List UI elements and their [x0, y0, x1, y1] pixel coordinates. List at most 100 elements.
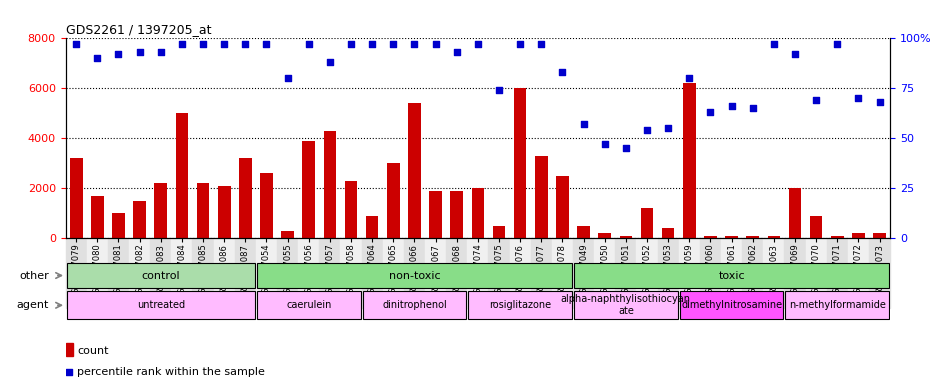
Text: agent: agent [16, 300, 49, 310]
Bar [767, 235, 780, 238]
Point [258, 41, 273, 48]
Point [110, 51, 125, 58]
Point [576, 121, 591, 127]
Point [300, 41, 315, 48]
Point [724, 103, 739, 109]
Point [280, 75, 295, 81]
Bar [467, 238, 488, 308]
Bar [129, 238, 150, 308]
FancyBboxPatch shape [468, 291, 571, 319]
FancyBboxPatch shape [784, 291, 888, 319]
Bar [509, 238, 530, 308]
Bar [192, 238, 213, 308]
Point [681, 75, 696, 81]
FancyBboxPatch shape [66, 291, 255, 319]
Bar [298, 238, 319, 308]
FancyBboxPatch shape [256, 291, 360, 319]
Bar [213, 238, 235, 308]
Bar [724, 235, 738, 238]
Text: count: count [78, 346, 109, 356]
Bar [340, 238, 361, 308]
Bar [513, 88, 526, 238]
Bar [661, 228, 674, 238]
Bar [573, 238, 593, 308]
Point [132, 49, 147, 55]
Bar [826, 238, 847, 308]
Bar [868, 238, 889, 308]
Bar [809, 216, 822, 238]
Bar [788, 188, 800, 238]
Text: caerulein: caerulein [285, 300, 331, 310]
Text: percentile rank within the sample: percentile rank within the sample [78, 367, 265, 377]
Bar [403, 238, 425, 308]
Bar [175, 113, 188, 238]
Bar [619, 235, 632, 238]
Bar [197, 183, 209, 238]
Bar [640, 208, 652, 238]
Bar [471, 188, 484, 238]
Bar [657, 238, 678, 308]
Bar [66, 343, 73, 356]
Point [660, 125, 675, 131]
Bar [593, 238, 615, 308]
Point [512, 41, 527, 48]
Text: control: control [141, 270, 180, 281]
Bar [302, 141, 314, 238]
Bar [365, 216, 378, 238]
Bar [682, 83, 695, 238]
Bar [851, 233, 864, 238]
Text: n-methylformamide: n-methylformamide [788, 300, 885, 310]
Bar [382, 238, 403, 308]
Bar [446, 238, 467, 308]
Text: other: other [19, 270, 49, 281]
Point [871, 99, 886, 105]
Bar [763, 238, 783, 308]
Bar [805, 238, 826, 308]
Bar [492, 226, 505, 238]
Text: GDS2261 / 1397205_at: GDS2261 / 1397205_at [66, 23, 211, 36]
Bar [530, 238, 551, 308]
Bar [783, 238, 805, 308]
Bar [555, 176, 568, 238]
Text: toxic: toxic [718, 270, 744, 281]
FancyBboxPatch shape [574, 291, 677, 319]
Point [322, 253, 337, 259]
Bar [66, 238, 87, 308]
Bar [361, 238, 382, 308]
Point [534, 41, 548, 48]
Bar [678, 238, 699, 308]
Bar [235, 238, 256, 308]
Bar [830, 235, 842, 238]
Bar [277, 238, 298, 308]
Bar [703, 235, 716, 238]
Point [766, 41, 781, 48]
Point [808, 97, 823, 103]
Bar [598, 233, 610, 238]
Point [786, 51, 801, 58]
Point [196, 41, 211, 48]
Point [406, 41, 421, 48]
Bar [108, 238, 129, 308]
Bar [408, 103, 420, 238]
Bar [488, 238, 509, 308]
Bar [260, 173, 272, 238]
Point [154, 49, 168, 55]
Text: rosiglitazone: rosiglitazone [489, 300, 550, 310]
Point [68, 41, 83, 48]
Bar [281, 230, 294, 238]
FancyBboxPatch shape [679, 291, 782, 319]
Point [470, 41, 485, 48]
Point [850, 95, 865, 101]
Bar [429, 190, 442, 238]
Point [618, 145, 633, 151]
Point [322, 59, 337, 65]
Text: alpha-naphthylisothiocyan
ate: alpha-naphthylisothiocyan ate [561, 295, 690, 316]
Bar [387, 163, 400, 238]
Bar [256, 238, 277, 308]
Bar [534, 156, 547, 238]
Text: dinitrophenol: dinitrophenol [382, 300, 446, 310]
Bar [551, 238, 573, 308]
Bar [847, 238, 868, 308]
Bar [450, 190, 462, 238]
Point [364, 41, 379, 48]
